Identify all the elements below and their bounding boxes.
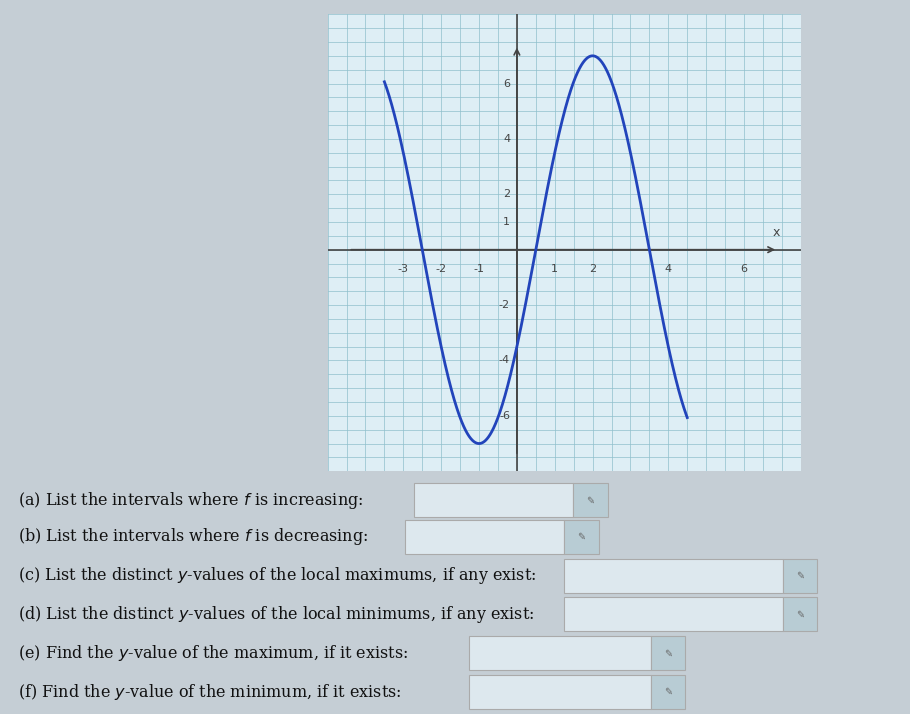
Text: (b) List the intervals where $f$ is decreasing:: (b) List the intervals where $f$ is decr… — [18, 526, 369, 548]
Text: 6: 6 — [741, 263, 747, 273]
Text: 1: 1 — [503, 217, 511, 227]
FancyBboxPatch shape — [469, 636, 651, 670]
Text: (e) Find the $y$-value of the maximum, if it exists:: (e) Find the $y$-value of the maximum, i… — [18, 643, 409, 663]
Text: 4: 4 — [503, 134, 511, 144]
Text: 4: 4 — [664, 263, 672, 273]
Text: 2: 2 — [503, 189, 511, 199]
FancyBboxPatch shape — [469, 675, 651, 709]
Text: -2: -2 — [436, 263, 447, 273]
FancyBboxPatch shape — [564, 520, 599, 554]
FancyBboxPatch shape — [651, 675, 685, 709]
Text: -2: -2 — [499, 300, 511, 310]
Text: (c) List the distinct $y$-values of the local maximums, if any exist:: (c) List the distinct $y$-values of the … — [18, 565, 536, 586]
Text: 1: 1 — [551, 263, 558, 273]
Text: ✎: ✎ — [578, 532, 585, 542]
FancyBboxPatch shape — [414, 483, 573, 518]
Text: (a) List the intervals where $f$ is increasing:: (a) List the intervals where $f$ is incr… — [18, 490, 363, 511]
Text: -1: -1 — [473, 263, 484, 273]
FancyBboxPatch shape — [783, 598, 817, 631]
FancyBboxPatch shape — [573, 483, 608, 518]
Text: ✎: ✎ — [796, 570, 804, 580]
FancyBboxPatch shape — [783, 558, 817, 593]
Text: ✎: ✎ — [664, 687, 672, 697]
Text: 2: 2 — [589, 263, 596, 273]
Text: (f) Find the $y$-value of the minimum, if it exists:: (f) Find the $y$-value of the minimum, i… — [18, 682, 401, 702]
FancyBboxPatch shape — [564, 598, 783, 631]
Text: 6: 6 — [503, 79, 511, 89]
Text: -6: -6 — [499, 411, 511, 421]
FancyBboxPatch shape — [651, 636, 685, 670]
Text: ✎: ✎ — [587, 496, 594, 506]
FancyBboxPatch shape — [405, 520, 564, 554]
Text: -3: -3 — [398, 263, 409, 273]
Text: (d) List the distinct $y$-values of the local minimums, if any exist:: (d) List the distinct $y$-values of the … — [18, 604, 534, 625]
Text: ✎: ✎ — [664, 648, 672, 658]
FancyBboxPatch shape — [564, 558, 783, 593]
Text: ✎: ✎ — [796, 610, 804, 620]
Text: -4: -4 — [499, 356, 511, 366]
Text: x: x — [773, 226, 780, 238]
